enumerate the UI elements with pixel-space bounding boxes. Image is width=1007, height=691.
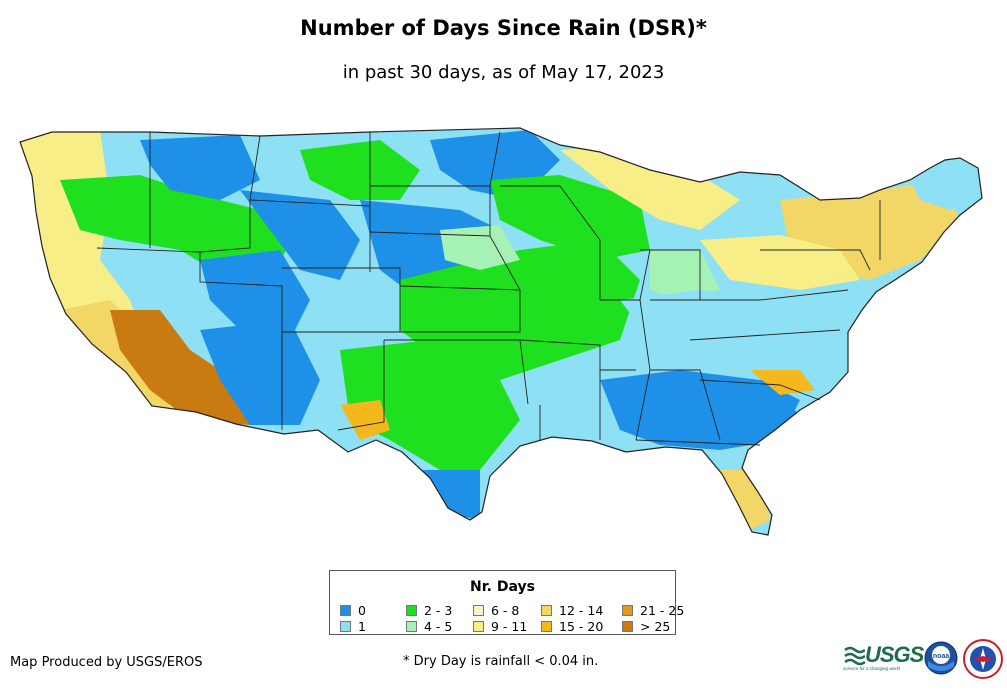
legend-swatch (622, 621, 633, 632)
legend-swatch (473, 605, 484, 616)
noaa-logo-icon: noaa (924, 641, 958, 675)
legend-item: 21 - 25 (622, 603, 684, 618)
legend-label: 12 - 14 (559, 603, 604, 618)
legend-item: 0 (340, 603, 366, 618)
map-title: Number of Days Since Rain (DSR)* (300, 16, 707, 40)
legend-swatch (340, 621, 351, 632)
legend-swatch (622, 605, 633, 616)
legend-label: 2 - 3 (424, 603, 453, 618)
legend-item: 12 - 14 (541, 603, 603, 618)
legend-label: 1 (358, 619, 366, 634)
legend-swatch (406, 621, 417, 632)
us-dsr-map (19, 127, 983, 536)
legend-swatch (473, 621, 484, 632)
legend-item: 1 (340, 619, 366, 634)
legend-label: 4 - 5 (424, 619, 453, 634)
legend-item: 2 - 3 (406, 603, 452, 618)
map-subtitle: in past 30 days, as of May 17, 2023 (342, 62, 665, 83)
legend-label: > 25 (640, 619, 671, 634)
dsr-fill-layer (20, 128, 982, 535)
legend-label: 9 - 11 (491, 619, 528, 634)
usgs-wordmark: USGS (865, 642, 924, 667)
legend-item: 4 - 5 (406, 619, 452, 634)
dry-day-note: * Dry Day is rainfall < 0.04 in. (403, 654, 599, 669)
noaa-wordmark: noaa (933, 653, 949, 660)
legend-label: 0 (358, 603, 366, 618)
state-boundaries (96, 131, 881, 446)
legend-swatch (340, 605, 351, 616)
legend-label: 15 - 20 (559, 619, 604, 634)
usgs-waves-icon (844, 646, 865, 666)
legend-item: 9 - 11 (473, 619, 527, 634)
map-credit: Map Produced by USGS/EROS (10, 655, 203, 670)
legend-swatch (541, 621, 552, 632)
legend-item: > 25 (622, 619, 670, 634)
nws-logo-icon (963, 639, 1003, 679)
legend-title: Nr. Days (470, 579, 535, 595)
legend-swatch (406, 605, 417, 616)
usgs-logo: USGS science for a changing world (843, 642, 924, 671)
legend-item: 6 - 8 (473, 603, 519, 618)
legend-label: 21 - 25 (640, 603, 685, 618)
legend-item: 15 - 20 (541, 619, 603, 634)
legend-label: 6 - 8 (491, 603, 520, 618)
usgs-tagline: science for a changing world (843, 666, 901, 671)
legend-swatch (541, 605, 552, 616)
